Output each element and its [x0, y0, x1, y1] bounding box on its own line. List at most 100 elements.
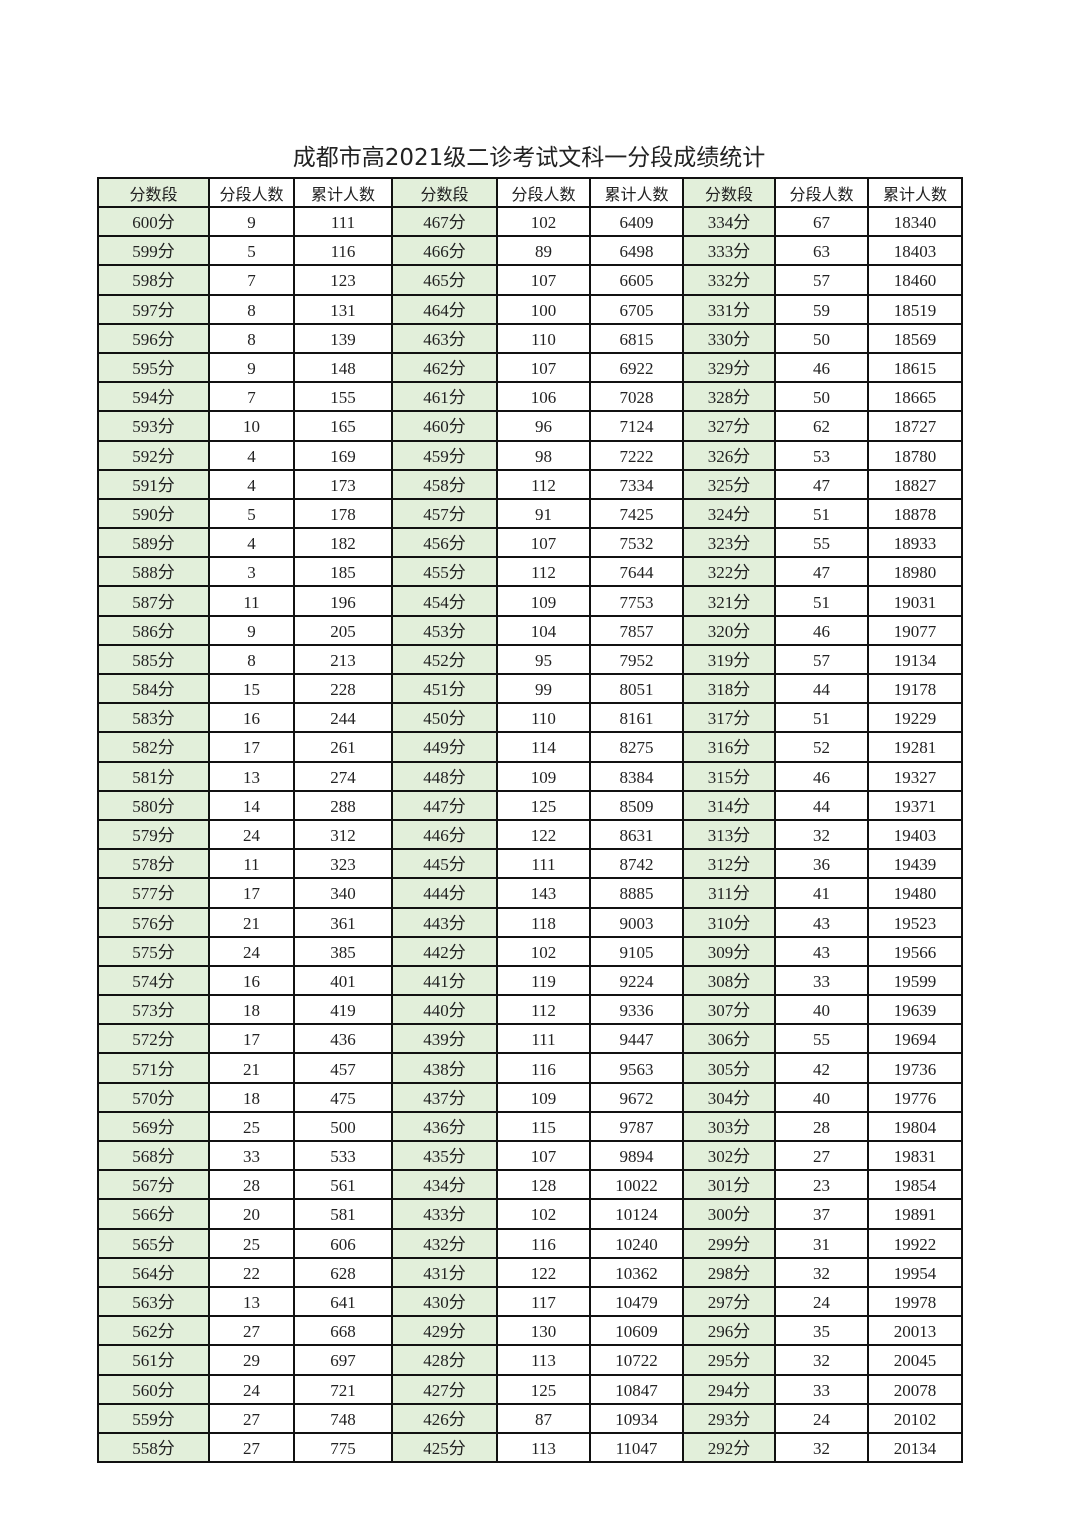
- band-count-cell: 47: [774, 468, 869, 500]
- table-row: 588分 3 185 455分 112 7644 322分 47 18980: [97, 556, 963, 588]
- band-count-cell: 35: [774, 1315, 869, 1347]
- cumulative-count-cell: 6498: [589, 235, 684, 267]
- cumulative-count-cell: 10722: [589, 1344, 684, 1376]
- cumulative-count-cell: 7857: [589, 614, 684, 646]
- cumulative-count-cell: 9105: [589, 935, 684, 967]
- score-band-cell: 425分: [391, 1431, 498, 1464]
- cumulative-count-cell: 18615: [867, 351, 963, 384]
- score-band-cell: 599分: [97, 235, 210, 267]
- cumulative-count-cell: 628: [293, 1256, 393, 1288]
- table-row: 577分 17 340 444分 143 8885 311分 41 19480: [97, 877, 963, 909]
- cumulative-count-cell: 131: [293, 293, 393, 325]
- cumulative-count-cell: 20078: [867, 1373, 963, 1405]
- score-band-cell: 433分: [391, 1198, 498, 1230]
- band-count-cell: 8: [208, 643, 295, 676]
- table-row: 565分 25 606 432分 116 10240 299分 31 19922: [97, 1227, 963, 1259]
- cumulative-count-cell: 8885: [589, 877, 684, 909]
- cumulative-count-cell: 10479: [589, 1285, 684, 1318]
- cumulative-count-cell: 10124: [589, 1198, 684, 1230]
- score-band-cell: 590分: [97, 497, 210, 530]
- column-header-band-count: 分段人数: [496, 177, 591, 208]
- band-count-cell: 102: [496, 935, 591, 967]
- cumulative-count-cell: 7222: [589, 439, 684, 471]
- band-count-cell: 128: [496, 1169, 591, 1201]
- table-row: 584分 15 228 451分 99 8051 318分 44 19178: [97, 672, 963, 705]
- cumulative-count-cell: 6409: [589, 205, 684, 238]
- table-row: 567分 28 561 434分 128 10022 301分 23 19854: [97, 1169, 963, 1201]
- score-band-cell: 456分: [391, 527, 498, 559]
- band-count-cell: 122: [496, 1256, 591, 1288]
- column-header-cumulative-count: 累计人数: [589, 177, 684, 208]
- cumulative-count-cell: 18569: [867, 322, 963, 354]
- score-band-cell: 432分: [391, 1227, 498, 1259]
- table-row: 559分 27 748 426分 87 10934 293分 24 20102: [97, 1402, 963, 1434]
- band-count-cell: 114: [496, 731, 591, 763]
- score-band-cell: 583分: [97, 702, 210, 734]
- score-band-cell: 577分: [97, 877, 210, 909]
- table-row: 592分 4 169 459分 98 7222 326分 53 18780: [97, 439, 963, 471]
- band-count-cell: 115: [496, 1110, 591, 1143]
- column-header-score-band: 分数段: [682, 177, 776, 208]
- score-band-cell: 589分: [97, 527, 210, 559]
- table-row: 563分 13 641 430分 117 10479 297分 24 19978: [97, 1285, 963, 1318]
- cumulative-count-cell: 139: [293, 322, 393, 354]
- cumulative-count-cell: 748: [293, 1402, 393, 1434]
- score-band-cell: 438分: [391, 1052, 498, 1084]
- score-band-cell: 298分: [682, 1256, 776, 1288]
- score-band-cell: 303分: [682, 1110, 776, 1143]
- band-count-cell: 24: [208, 818, 295, 851]
- cumulative-count-cell: 6605: [589, 264, 684, 296]
- band-count-cell: 9: [208, 614, 295, 646]
- score-band-cell: 467分: [391, 205, 498, 238]
- score-band-cell: 318分: [682, 672, 776, 705]
- cumulative-count-cell: 340: [293, 877, 393, 909]
- cumulative-count-cell: 7124: [589, 410, 684, 442]
- score-band-cell: 327分: [682, 410, 776, 442]
- band-count-cell: 46: [774, 614, 869, 646]
- score-band-cell: 293分: [682, 1402, 776, 1434]
- score-band-cell: 566分: [97, 1198, 210, 1230]
- score-band-cell: 321分: [682, 585, 776, 617]
- cumulative-count-cell: 19954: [867, 1256, 963, 1288]
- band-count-cell: 113: [496, 1344, 591, 1376]
- band-count-cell: 32: [774, 1344, 869, 1376]
- band-count-cell: 24: [208, 935, 295, 967]
- column-header-score-band: 分数段: [391, 177, 498, 208]
- score-band-cell: 446分: [391, 818, 498, 851]
- cumulative-count-cell: 19978: [867, 1285, 963, 1318]
- cumulative-count-cell: 19480: [867, 877, 963, 909]
- score-band-cell: 317分: [682, 702, 776, 734]
- score-band-cell: 584分: [97, 672, 210, 705]
- cumulative-count-cell: 19891: [867, 1198, 963, 1230]
- band-count-cell: 41: [774, 877, 869, 909]
- score-band-cell: 558分: [97, 1431, 210, 1464]
- band-count-cell: 113: [496, 1431, 591, 1464]
- band-count-cell: 9: [208, 351, 295, 384]
- score-distribution-table: 分数段 分段人数 累计人数 分数段 分段人数 累计人数 分数段 分段人数 累计人数 600分 9 1…: [97, 177, 963, 1464]
- table-row: 594分 7 155 461分 106 7028 328分 50 18665: [97, 381, 963, 413]
- band-count-cell: 51: [774, 702, 869, 734]
- score-band-cell: 560分: [97, 1373, 210, 1405]
- table-row: 578分 11 323 445分 111 8742 312分 36 19439: [97, 848, 963, 880]
- cumulative-count-cell: 19922: [867, 1227, 963, 1259]
- band-count-cell: 109: [496, 1081, 591, 1113]
- cumulative-count-cell: 18780: [867, 439, 963, 471]
- band-count-cell: 33: [774, 964, 869, 997]
- band-count-cell: 112: [496, 468, 591, 500]
- score-band-cell: 571分: [97, 1052, 210, 1084]
- score-band-cell: 300分: [682, 1198, 776, 1230]
- cumulative-count-cell: 561: [293, 1169, 393, 1201]
- cumulative-count-cell: 20134: [867, 1431, 963, 1464]
- cumulative-count-cell: 19831: [867, 1139, 963, 1172]
- score-band-cell: 597分: [97, 293, 210, 325]
- score-band-cell: 332分: [682, 264, 776, 296]
- cumulative-count-cell: 169: [293, 439, 393, 471]
- score-band-cell: 454分: [391, 585, 498, 617]
- cumulative-count-cell: 19077: [867, 614, 963, 646]
- band-count-cell: 27: [208, 1315, 295, 1347]
- score-band-cell: 307分: [682, 994, 776, 1026]
- band-count-cell: 57: [774, 264, 869, 296]
- table-row: 560分 24 721 427分 125 10847 294分 33 20078: [97, 1373, 963, 1405]
- cumulative-count-cell: 9894: [589, 1139, 684, 1172]
- band-count-cell: 22: [208, 1256, 295, 1288]
